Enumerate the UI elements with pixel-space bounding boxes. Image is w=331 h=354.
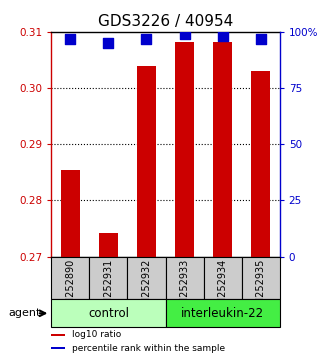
Bar	[51, 334, 65, 336]
Bar	[89, 257, 127, 299]
Text: GSM252934: GSM252934	[217, 259, 228, 318]
Bar	[166, 257, 204, 299]
Bar	[137, 65, 156, 257]
Point	[106, 40, 111, 46]
Bar	[213, 42, 232, 257]
Text: GSM252931: GSM252931	[103, 259, 114, 318]
Bar	[61, 170, 80, 257]
Bar	[204, 257, 242, 299]
Bar	[175, 42, 194, 257]
Text: control: control	[88, 307, 129, 320]
Text: percentile rank within the sample: percentile rank within the sample	[72, 344, 225, 353]
Bar	[51, 299, 166, 327]
Text: GDS3226 / 40954: GDS3226 / 40954	[98, 14, 233, 29]
Point	[258, 36, 263, 41]
Point	[220, 34, 225, 39]
Text: GSM252935: GSM252935	[256, 259, 266, 318]
Point	[68, 36, 73, 41]
Text: interleukin-22: interleukin-22	[181, 307, 264, 320]
Text: GSM252932: GSM252932	[141, 259, 152, 318]
Bar	[166, 299, 280, 327]
Bar	[99, 233, 118, 257]
Text: GSM252933: GSM252933	[179, 259, 190, 318]
Point	[144, 36, 149, 41]
Bar	[127, 257, 166, 299]
Bar	[51, 257, 89, 299]
Text: agent: agent	[8, 308, 41, 318]
Bar	[251, 71, 270, 257]
Bar	[51, 347, 65, 349]
Bar	[242, 257, 280, 299]
Text: log10 ratio: log10 ratio	[72, 330, 121, 339]
Point	[182, 31, 187, 37]
Text: GSM252890: GSM252890	[65, 259, 75, 318]
